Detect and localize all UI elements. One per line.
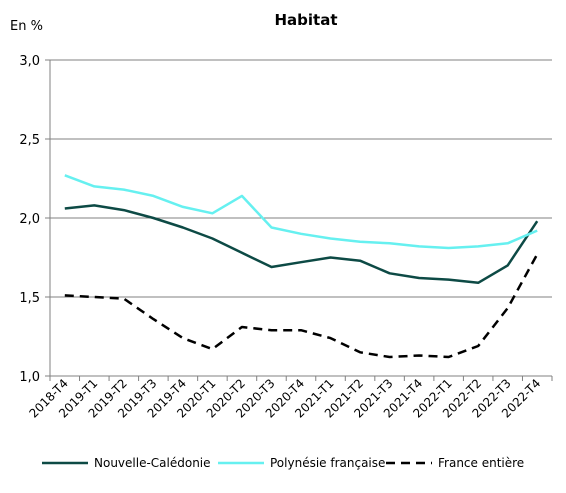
y-tick-label: 1,0 [19,370,40,385]
chart-title: Habitat [274,11,337,29]
legend: Nouvelle-Calédonie Polynésie française Fra… [42,456,524,470]
x-axis-ticks: 2018-T42019-T12019-T22019-T32019-T42020-… [27,376,553,421]
series-lines [64,174,539,359]
series-line [64,253,539,359]
series-line [64,174,538,250]
y-tick-label: 3,0 [19,54,40,69]
y-tick-label: 2,5 [19,133,40,148]
legend-label: Nouvelle-Calédonie [94,456,211,470]
gridlines [45,59,552,377]
y-axis-unit-label: En % [10,19,43,34]
series-line [64,204,539,285]
y-axis-ticks: 1,0 1,5 2,0 2,5 3,0 [19,54,40,385]
legend-label: Polynésie française [270,456,385,470]
legend-label: France entière [438,456,524,470]
y-tick-label: 1,5 [19,291,40,306]
y-tick-label: 2,0 [19,212,40,227]
